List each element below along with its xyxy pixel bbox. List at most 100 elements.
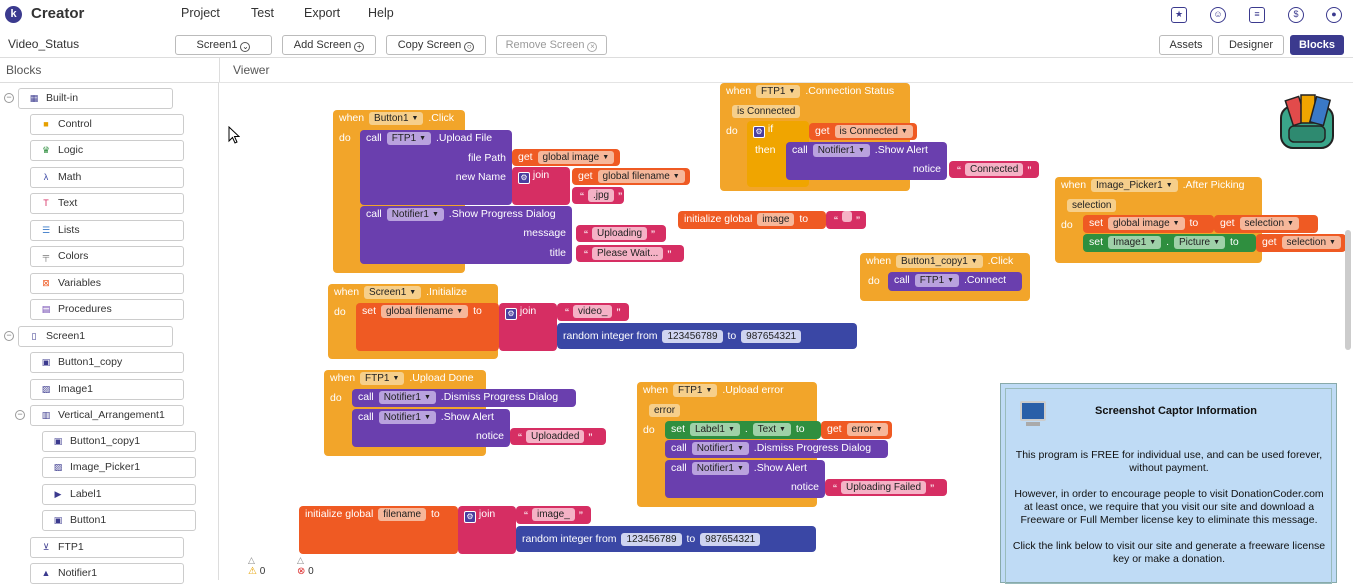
b2-param[interactable]: is Connected [732,105,801,118]
text-uploading[interactable]: “ Uploading” [576,225,666,242]
call-ftp-connect[interactable]: call FTP1 ▼ .Connect [888,272,1022,291]
tree-variables[interactable]: ⊠ Variables [30,273,184,294]
call-show-alert-failed[interactable]: call Notifier1 ▼ .Show Alert notice [665,460,825,498]
b6-var[interactable]: global filename ▼ [380,305,469,318]
get-global-filename[interactable]: get global filename ▼ [572,168,690,185]
assets-button[interactable]: Assets [1159,35,1213,55]
set-image-picture[interactable]: set Image1 ▼ . Picture ▼ to [1083,234,1256,252]
b6-max[interactable]: 987654321 [741,330,802,343]
b8-err[interactable]: error ▼ [846,423,888,436]
gear-icon[interactable]: ⚙ [464,511,476,523]
b4-param[interactable]: selection [1067,199,1117,212]
join-image[interactable]: ⚙ join [458,506,516,554]
screen-select[interactable]: Screen1 ⌄ [175,35,272,55]
call-dismiss-progress-2[interactable]: call Notifier1 ▼ .Dismiss Progress Dialog [665,440,888,458]
blocks-button[interactable]: Blocks [1290,35,1344,55]
tree-image-picker1[interactable]: ▨ Image_Picker1 [42,457,196,478]
text-please-wait[interactable]: “ Please Wait...” [576,245,684,262]
dollar-icon[interactable]: $ [1288,7,1304,23]
b1-notifier[interactable]: Notifier1 ▼ [386,208,444,221]
b7-component[interactable]: FTP1 ▼ [360,372,405,385]
tree-math[interactable]: λ Math [30,167,184,188]
b7-notifier[interactable]: Notifier1 ▼ [378,391,436,404]
gallery-star-icon[interactable]: ★ [1171,7,1187,23]
collapse-arrangement-icon[interactable]: − [15,410,25,420]
warning-toggle-icon[interactable]: △ [248,555,255,565]
menu-export[interactable]: Export [304,6,341,20]
init-global-image[interactable]: initialize global image to [678,211,826,229]
text-uploading-failed[interactable]: “ Uploading Failed” [825,479,947,496]
collapse-screen-icon[interactable]: − [4,331,14,341]
b9-text[interactable]: image_ [532,508,575,521]
b8-label[interactable]: Label1 ▼ [689,423,740,436]
b3-text[interactable] [842,211,852,222]
get-selection-2[interactable]: get selection ▼ [1256,234,1346,252]
init-global-filename[interactable]: initialize global filename to [299,506,458,554]
text-connected[interactable]: “ Connected” [949,161,1039,178]
text-uploadded[interactable]: “ Uploadded” [510,428,606,445]
gear-icon[interactable]: ⚙ [518,172,530,184]
tree-button1-copy[interactable]: ▣ Button1_copy [30,352,184,373]
get-selection[interactable]: get selection ▼ [1214,215,1318,233]
tree-logic[interactable]: ♛ Logic [30,140,184,161]
b7-text[interactable]: Uploadded [526,430,585,443]
call-show-alert-connected[interactable]: call Notifier1 ▼ .Show Alert notice [786,142,947,180]
tree-control[interactable]: ■ Control [30,114,184,135]
b8-text[interactable]: Uploading Failed [841,481,927,494]
warnings-indicator[interactable]: △ ⚠ 0 [248,555,265,577]
b6-text[interactable]: video_ [573,305,613,318]
b4-comp2[interactable]: Image1 ▼ [1107,236,1162,249]
b1-please-wait[interactable]: Please Wait... [592,247,664,260]
remove-screen-button[interactable]: Remove Screen × [496,35,607,55]
b4-sel2[interactable]: selection ▼ [1281,236,1341,249]
b1-ftp[interactable]: FTP1 ▼ [386,132,432,145]
b8-param[interactable]: error [649,404,681,417]
b2-component[interactable]: FTP1 ▼ [756,85,801,98]
tree-button1[interactable]: ▣ Button1 [42,510,196,531]
tree-label1[interactable]: ▶ Label1 [42,484,196,505]
b9-from[interactable]: 123456789 [621,533,682,546]
b4-component[interactable]: Image_Picker1 ▼ [1091,179,1178,192]
menu-help[interactable]: Help [368,6,394,20]
error-toggle-icon[interactable]: △ [297,555,304,565]
b1-gimage[interactable]: global image ▼ [537,151,615,164]
errors-indicator[interactable]: △ ⊗ 0 [297,555,314,577]
account-icon[interactable]: ● [1326,7,1342,23]
tree-colors[interactable]: ╤ Colors [30,246,184,267]
library-icon[interactable]: ≡ [1249,7,1265,23]
b9-max[interactable]: 987654321 [700,533,761,546]
set-global-image[interactable]: set global image ▼ to [1083,215,1214,233]
b5-component[interactable]: Button1_copy1 ▼ [896,255,983,268]
text-video[interactable]: “ video_” [557,303,629,321]
b4-var[interactable]: global image ▼ [1107,217,1185,230]
get-global-image[interactable]: get global image ▼ [512,149,620,166]
tree-notifier1[interactable]: ▲ Notifier1 [30,563,184,584]
set-global-filename[interactable]: set global filename ▼ to [356,303,499,351]
b8-prop[interactable]: Text ▼ [752,423,791,436]
get-error[interactable]: get error ▼ [821,421,892,439]
tree-text[interactable]: T Text [30,193,184,214]
b1-component[interactable]: Button1 ▼ [369,112,424,125]
text-empty[interactable]: “” [826,211,866,229]
designer-button[interactable]: Designer [1218,35,1284,55]
text-jpg[interactable]: “ .jpg” [572,187,624,204]
tree-button1-copy1[interactable]: ▣ Button1_copy1 [42,431,196,452]
b8-component[interactable]: FTP1 ▼ [673,384,718,397]
b4-sel[interactable]: selection ▼ [1239,217,1299,230]
menu-project[interactable]: Project [181,6,220,20]
tree-image1[interactable]: ▨ Image1 [30,379,184,400]
b1-uploading[interactable]: Uploading [592,227,648,240]
b5-ftp[interactable]: FTP1 ▼ [914,274,960,287]
viewer-scrollbar[interactable] [1345,230,1351,350]
tree-screen1[interactable]: ▯ Screen1 [18,326,173,347]
call-show-progress-dialog[interactable]: call Notifier1 ▼ .Show Progress Dialog me… [360,206,572,264]
tree-vertical-arrangement[interactable]: ▥ Vertical_Arrangement1 [30,405,184,426]
b4-prop[interactable]: Picture ▼ [1174,236,1226,249]
b8-notifier2[interactable]: Notifier1 ▼ [691,462,749,475]
math-random-integer-2[interactable]: random integer from 123456789 to 9876543… [516,526,816,552]
tree-builtin[interactable]: ▦ Built-in [18,88,173,109]
b6-component[interactable]: Screen1 ▼ [364,286,422,299]
tree-lists[interactable]: ☰ Lists [30,220,184,241]
b6-from[interactable]: 123456789 [662,330,723,343]
get-is-connected[interactable]: get is Connected ▼ [809,123,917,140]
